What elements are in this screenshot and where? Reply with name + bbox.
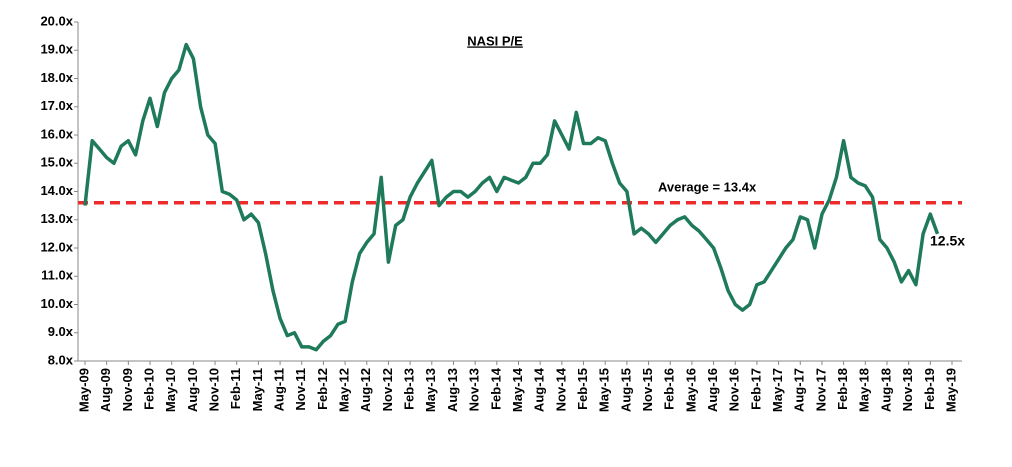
x-tick-label: May-10 (163, 368, 178, 412)
x-tick-label: May-16 (683, 368, 698, 412)
chart-title: NASI P/E (467, 33, 523, 48)
x-tick-label: Nov-13 (467, 368, 482, 411)
x-tick-label: Aug-18 (878, 368, 893, 412)
x-tick-label: May-17 (770, 368, 785, 412)
x-tick-label: Nov-16 (727, 368, 742, 411)
x-tick-label: Aug-12 (358, 368, 373, 412)
y-tick-label: 9.0x (48, 324, 74, 339)
y-tick-label: 20.0x (40, 13, 73, 28)
y-tick-label: 15.0x (40, 155, 73, 170)
x-tick-label: Nov-15 (640, 368, 655, 411)
y-tick-label: 12.0x (40, 239, 73, 254)
x-tick-label: Nov-10 (206, 368, 221, 411)
y-tick-label: 17.0x (40, 98, 73, 113)
x-tick-label: May-09 (76, 368, 91, 412)
y-tick-label: 14.0x (40, 183, 73, 198)
x-tick-label: Feb-16 (662, 368, 677, 410)
x-tick-label: Nov-14 (553, 367, 568, 411)
y-tick-label: 10.0x (40, 296, 73, 311)
data-line (83, 42, 940, 352)
x-tick-label: Feb-17 (748, 368, 763, 410)
end-annotation: 12.5x (930, 233, 965, 249)
x-tick-label: May-14 (510, 367, 525, 412)
x-tick-label: Aug-11 (272, 368, 287, 411)
x-tick-label: May-11 (250, 368, 265, 411)
x-tick-label: Aug-13 (445, 368, 460, 412)
x-tick-label: Nov-12 (380, 368, 395, 411)
x-tick-label: May-18 (857, 368, 872, 412)
average-annotation: Average = 13.4x (658, 179, 757, 194)
y-tick-label: 13.0x (40, 211, 73, 226)
x-tick-label: Feb-18 (835, 368, 850, 410)
x-tick-label: Feb-19 (922, 368, 937, 410)
x-tick-label: Aug-09 (98, 368, 113, 412)
y-tick-label: 16.0x (40, 126, 73, 141)
x-tick-label: May-19 (943, 368, 958, 412)
y-tick-label: 18.0x (40, 70, 73, 85)
x-tick-label: May-13 (423, 368, 438, 412)
y-tick-label: 11.0x (41, 268, 74, 283)
x-tick-label: Feb-15 (575, 368, 590, 410)
x-tick-label: May-12 (337, 368, 352, 412)
x-tick-label: Aug-17 (792, 368, 807, 412)
x-tick-label: Aug-15 (618, 368, 633, 412)
x-tick-label: Nov-11 (293, 368, 308, 411)
x-tick-label: Nov-18 (900, 368, 915, 411)
x-tick-label: Feb-11 (228, 368, 243, 409)
x-tick-label: Feb-12 (315, 368, 330, 410)
x-tick-label: Nov-09 (120, 368, 135, 411)
y-tick-label: 19.0x (40, 42, 73, 57)
x-tick-label: Feb-13 (402, 368, 417, 410)
x-tick-label: Aug-16 (705, 368, 720, 412)
y-tick-label: 8.0x (48, 352, 74, 367)
x-tick-label: Nov-17 (813, 368, 828, 411)
x-tick-label: Aug-10 (185, 368, 200, 412)
x-tick-label: Aug-14 (532, 367, 547, 412)
x-tick-label: May-15 (597, 368, 612, 412)
x-tick-label: Feb-14 (488, 367, 503, 410)
x-tick-label: Feb-10 (141, 368, 156, 410)
